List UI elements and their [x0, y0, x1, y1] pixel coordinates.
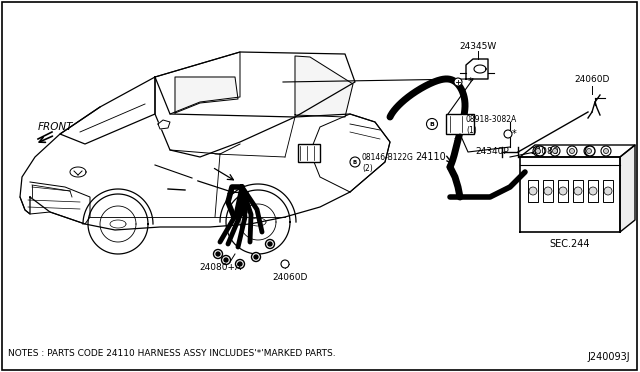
Polygon shape [175, 77, 238, 113]
Circle shape [504, 130, 512, 138]
Text: (1): (1) [466, 125, 477, 135]
Polygon shape [466, 59, 488, 79]
Bar [603, 180, 613, 202]
Circle shape [238, 262, 242, 266]
Circle shape [426, 119, 438, 129]
Circle shape [544, 187, 552, 195]
Circle shape [550, 146, 560, 156]
Circle shape [252, 253, 260, 262]
Circle shape [268, 242, 272, 246]
Polygon shape [295, 56, 353, 117]
Text: 24345W: 24345W [460, 42, 497, 51]
Text: 24340P: 24340P [475, 148, 509, 157]
Text: FRONT: FRONT [37, 122, 73, 132]
Circle shape [536, 148, 541, 154]
Text: 08146-B122G: 08146-B122G [362, 153, 414, 161]
Circle shape [221, 256, 230, 264]
Circle shape [584, 146, 594, 156]
Text: *: * [511, 129, 516, 139]
Circle shape [570, 148, 575, 154]
Circle shape [535, 146, 545, 156]
Circle shape [589, 187, 597, 195]
Polygon shape [20, 182, 90, 224]
Circle shape [567, 146, 577, 156]
Polygon shape [158, 120, 170, 129]
Circle shape [224, 258, 228, 262]
Bar [298, 144, 320, 162]
Circle shape [585, 146, 595, 156]
Text: 24110: 24110 [415, 152, 445, 162]
Text: SEC.244: SEC.244 [550, 239, 590, 249]
Circle shape [281, 260, 289, 268]
Bar [573, 180, 583, 202]
Polygon shape [310, 114, 390, 192]
Polygon shape [20, 77, 390, 230]
Circle shape [559, 187, 567, 195]
Circle shape [529, 187, 537, 195]
Text: J240093J: J240093J [588, 352, 630, 362]
Circle shape [350, 157, 360, 167]
Circle shape [214, 250, 223, 259]
Bar [543, 180, 553, 202]
Bar [588, 180, 598, 202]
Bar [558, 180, 568, 202]
Polygon shape [620, 145, 635, 232]
Text: B: B [429, 122, 435, 126]
Text: B: B [353, 160, 357, 164]
Text: *: * [467, 77, 473, 87]
Circle shape [266, 240, 275, 248]
Circle shape [586, 148, 591, 154]
Text: 08918-3082A: 08918-3082A [466, 115, 517, 124]
Circle shape [454, 78, 462, 86]
Text: 24060D: 24060D [272, 273, 308, 282]
Circle shape [574, 187, 582, 195]
Polygon shape [520, 157, 620, 232]
Circle shape [552, 148, 557, 154]
Circle shape [236, 260, 244, 269]
Circle shape [604, 148, 609, 154]
Polygon shape [60, 77, 155, 144]
Circle shape [604, 187, 612, 195]
Polygon shape [155, 52, 355, 117]
Circle shape [601, 146, 611, 156]
Circle shape [254, 255, 258, 259]
Polygon shape [520, 145, 635, 157]
Text: 24080: 24080 [530, 148, 559, 157]
Text: 24080+A: 24080+A [199, 263, 241, 273]
Text: NOTES : PARTS CODE 24110 HARNESS ASSY INCLUDES'*'MARKED PARTS.: NOTES : PARTS CODE 24110 HARNESS ASSY IN… [8, 350, 335, 359]
Bar [528, 180, 538, 202]
Text: *: * [453, 137, 459, 147]
Text: 24060D: 24060D [574, 75, 610, 84]
Text: (2): (2) [362, 164, 372, 173]
Circle shape [216, 252, 220, 256]
Circle shape [533, 146, 543, 156]
Bar [446, 114, 474, 134]
